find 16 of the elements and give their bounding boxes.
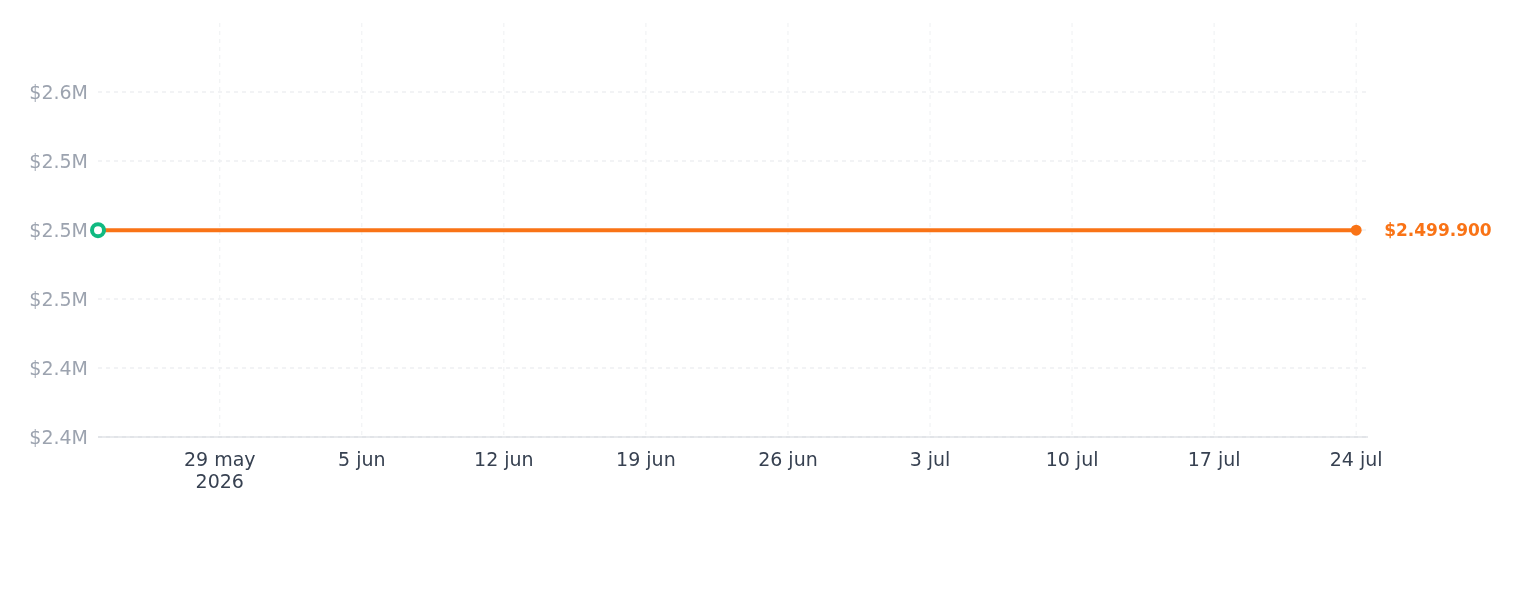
y-tick-label: $2.6M <box>29 80 88 103</box>
y-tick-label: $2.5M <box>29 287 88 310</box>
x-tick-label: 19 jun <box>616 448 676 470</box>
x-tick-label: 26 jun <box>758 448 818 470</box>
x-tick-label: 12 jun <box>474 448 534 470</box>
x-tick-label: 10 jul <box>1045 448 1099 470</box>
x-tick-label: 29 may 2026 <box>183 448 256 492</box>
x-tick-label: 5 jun <box>338 448 386 470</box>
y-tick-label: $2.4M <box>29 425 88 448</box>
x-tick-label: 3 jul <box>909 448 951 470</box>
x-tick-label: 24 jul <box>1329 448 1383 470</box>
y-tick-label: $2.4M <box>29 356 88 379</box>
y-tick-label: $2.5M <box>29 218 88 241</box>
y-tick-label: $2.5M <box>29 149 88 172</box>
x-tick-label: 17 jul <box>1187 448 1241 470</box>
annotation: $2.499.900 <box>1384 220 1492 241</box>
